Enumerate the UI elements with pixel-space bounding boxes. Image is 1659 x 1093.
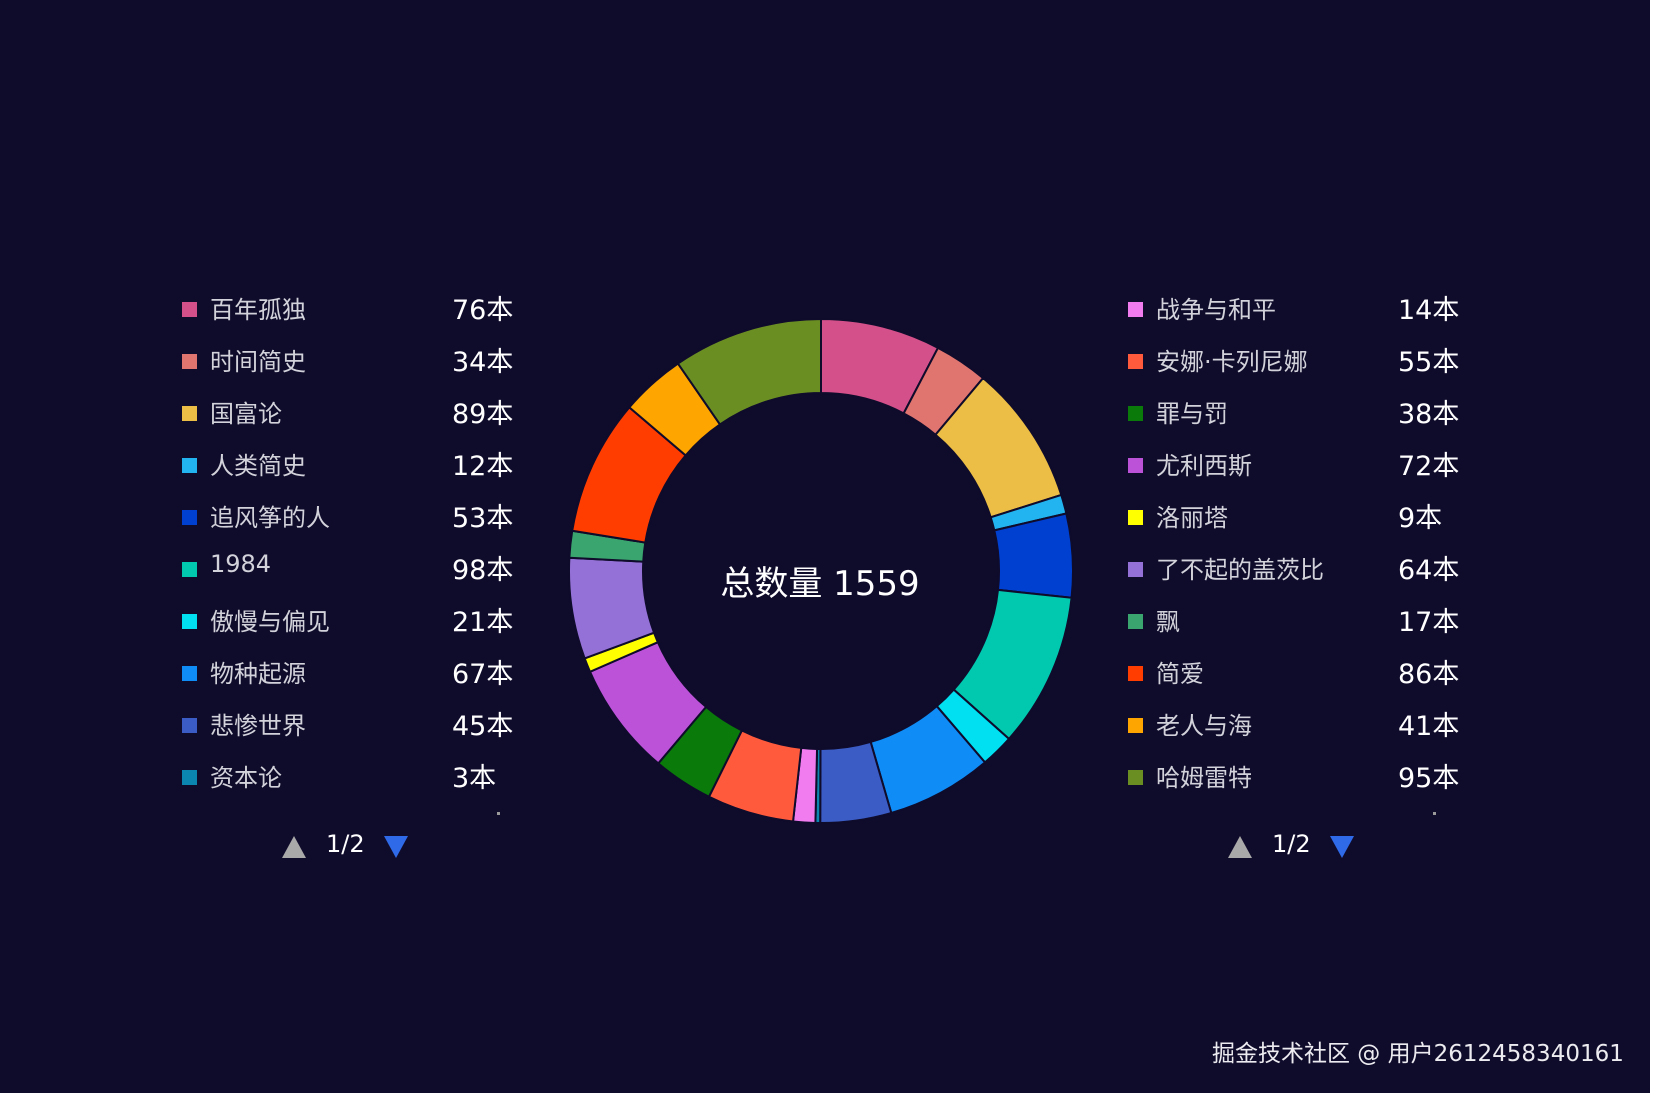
legend-swatch [1128, 562, 1143, 577]
watermark: 掘金技术社区 @ 用户2612458340161 [1212, 1041, 1624, 1067]
triangle-down-icon[interactable] [384, 836, 408, 858]
legend-item[interactable]: 哈姆雷特 95本 [1128, 754, 1468, 806]
legend-value: 9本 [1398, 503, 1443, 534]
legend-label: 傲慢与偏见 [210, 608, 330, 636]
legend-label: 战争与和平 [1156, 296, 1276, 324]
legend-value: 21本 [452, 607, 514, 638]
legend-item[interactable]: 罪与罚 38本 [1128, 390, 1468, 442]
legend-label: 资本论 [210, 764, 282, 792]
legend-value: 64本 [1398, 555, 1460, 586]
triangle-up-icon[interactable] [282, 836, 306, 858]
legend-swatch [182, 666, 197, 681]
legend-item[interactable]: 尤利西斯 72本 [1128, 442, 1468, 494]
legend-swatch [1128, 770, 1143, 785]
legend-label: 人类简史 [210, 452, 306, 480]
legend-item[interactable]: 安娜·卡列尼娜 55本 [1128, 338, 1468, 390]
legend-label: 罪与罚 [1156, 400, 1228, 428]
legend-item[interactable]: 物种起源 67本 [182, 650, 522, 702]
legend-swatch [182, 302, 197, 317]
legend-pager-right: 1/2 [1228, 828, 1368, 864]
legend-item[interactable]: 悲惨世界 45本 [182, 702, 522, 754]
legend-swatch [1128, 302, 1143, 317]
legend-swatch [1128, 406, 1143, 421]
legend-swatch [182, 770, 197, 785]
legend-label: 了不起的盖茨比 [1156, 556, 1324, 584]
legend-label: 时间简史 [210, 348, 306, 376]
legend-swatch [1128, 718, 1143, 733]
center-label: 总数量 1559 [720, 564, 920, 604]
legend-item[interactable]: 百年孤独 76本 [182, 286, 522, 338]
legend-swatch [182, 718, 197, 733]
legend-value: 55本 [1398, 347, 1460, 378]
legend-item[interactable]: 简爱 86本 [1128, 650, 1468, 702]
legend-label: 安娜·卡列尼娜 [1156, 348, 1308, 376]
legend-value: 67本 [452, 659, 514, 690]
legend-item[interactable]: 时间简史 34本 [182, 338, 522, 390]
legend-swatch [1128, 510, 1143, 525]
legend-item[interactable]: 了不起的盖茨比 64本 [1128, 546, 1468, 598]
legend-pager-left: 1/2 [282, 828, 422, 864]
legend-value: 76本 [452, 295, 514, 326]
legend-value: 12本 [452, 451, 514, 482]
legend-swatch [182, 354, 197, 369]
legend-label: 1984 [210, 550, 272, 578]
legend-label: 尤利西斯 [1156, 452, 1252, 480]
legend-value: 17本 [1398, 607, 1460, 638]
pager-text: 1/2 [1272, 830, 1311, 858]
legend-label: 追风筝的人 [210, 504, 330, 532]
legend-label: 百年孤独 [210, 296, 306, 324]
legend-swatch [182, 614, 197, 629]
legend-swatch [1128, 354, 1143, 369]
legend-item[interactable]: 1984 98本 [182, 546, 522, 598]
legend-value: 98本 [452, 555, 514, 586]
legend-item[interactable]: 傲慢与偏见 21本 [182, 598, 522, 650]
legend-item[interactable]: 国富论 89本 [182, 390, 522, 442]
legend-value: 53本 [452, 503, 514, 534]
legend-swatch [1128, 666, 1143, 681]
legend-value: 34本 [452, 347, 514, 378]
legend-value: 41本 [1398, 711, 1460, 742]
legend-value: 95本 [1398, 763, 1460, 794]
legend-label: 悲惨世界 [210, 712, 306, 740]
pager-text: 1/2 [326, 830, 365, 858]
window-edge [1650, 0, 1659, 1093]
legend-item[interactable]: 洛丽塔 9本 [1128, 494, 1468, 546]
legend-label: 国富论 [210, 400, 282, 428]
legend-swatch [182, 406, 197, 421]
legend-label: 哈姆雷特 [1156, 764, 1252, 792]
legend-value: 14本 [1398, 295, 1460, 326]
legend-left: 百年孤独 76本时间简史 34本国富论 89本人类简史 12本追风筝的人 53本 1984 9… [182, 286, 522, 806]
donut-slice[interactable] [676, 317, 822, 426]
legend-swatch [1128, 458, 1143, 473]
legend-right: 战争与和平 14本安娜·卡列尼娜 55本罪与罚 38本尤利西斯 72本洛丽塔 9本了不起的… [1128, 286, 1468, 806]
legend-item[interactable]: 老人与海 41本 [1128, 702, 1468, 754]
legend-item[interactable]: 人类简史 12本 [182, 442, 522, 494]
legend-label: 物种起源 [210, 660, 306, 688]
legend-label: 洛丽塔 [1156, 504, 1228, 532]
legend-swatch [182, 562, 197, 577]
legend-label: 简爱 [1156, 660, 1204, 688]
legend-item[interactable]: 战争与和平 14本 [1128, 286, 1468, 338]
triangle-up-icon[interactable] [1228, 836, 1252, 858]
legend-swatch [1128, 614, 1143, 629]
triangle-down-icon[interactable] [1330, 836, 1354, 858]
legend-value: 3本 [452, 763, 497, 794]
legend-swatch [182, 510, 197, 525]
legend-label: 飘 [1156, 608, 1180, 636]
legend-value: 45本 [452, 711, 514, 742]
legend-value: 38本 [1398, 399, 1460, 430]
legend-item[interactable]: 资本论 3本 [182, 754, 522, 806]
legend-scroll-indicator [497, 812, 500, 815]
legend-scroll-indicator [1433, 812, 1436, 815]
legend-value: 72本 [1398, 451, 1460, 482]
legend-item[interactable]: 追风筝的人 53本 [182, 494, 522, 546]
legend-label: 老人与海 [1156, 712, 1252, 740]
legend-value: 89本 [452, 399, 514, 430]
legend-value: 86本 [1398, 659, 1460, 690]
legend-item[interactable]: 飘 17本 [1128, 598, 1468, 650]
legend-swatch [182, 458, 197, 473]
